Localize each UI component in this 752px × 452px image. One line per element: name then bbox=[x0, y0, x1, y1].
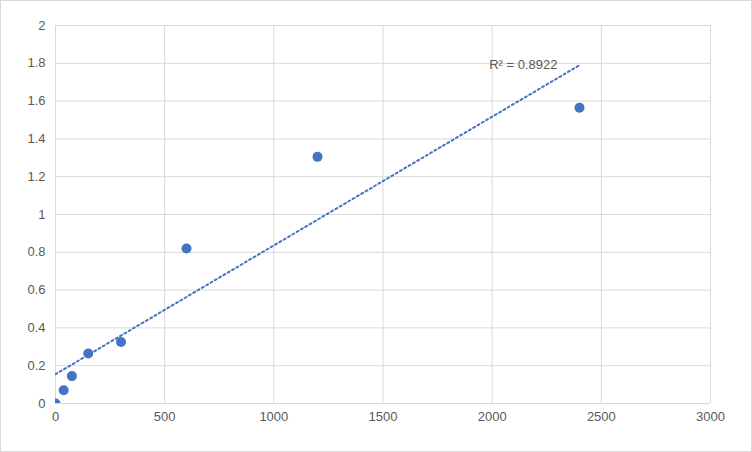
svg-text:500: 500 bbox=[154, 409, 176, 424]
svg-text:R² = 0.8922: R² = 0.8922 bbox=[489, 57, 557, 72]
svg-text:2000: 2000 bbox=[478, 409, 507, 424]
svg-text:0.4: 0.4 bbox=[27, 320, 45, 335]
svg-text:0: 0 bbox=[52, 409, 59, 424]
svg-text:0.6: 0.6 bbox=[27, 282, 45, 297]
svg-text:0: 0 bbox=[38, 396, 45, 411]
svg-text:1500: 1500 bbox=[369, 409, 398, 424]
svg-text:1.2: 1.2 bbox=[27, 169, 45, 184]
svg-text:0.2: 0.2 bbox=[27, 358, 45, 373]
svg-text:1.8: 1.8 bbox=[27, 55, 45, 70]
svg-text:1.6: 1.6 bbox=[27, 93, 45, 108]
svg-text:1: 1 bbox=[38, 207, 45, 222]
svg-text:3000: 3000 bbox=[696, 409, 725, 424]
svg-text:1.4: 1.4 bbox=[27, 131, 45, 146]
svg-text:0.8: 0.8 bbox=[27, 244, 45, 259]
svg-text:2500: 2500 bbox=[587, 409, 616, 424]
svg-text:1000: 1000 bbox=[259, 409, 288, 424]
svg-text:2: 2 bbox=[38, 18, 45, 33]
